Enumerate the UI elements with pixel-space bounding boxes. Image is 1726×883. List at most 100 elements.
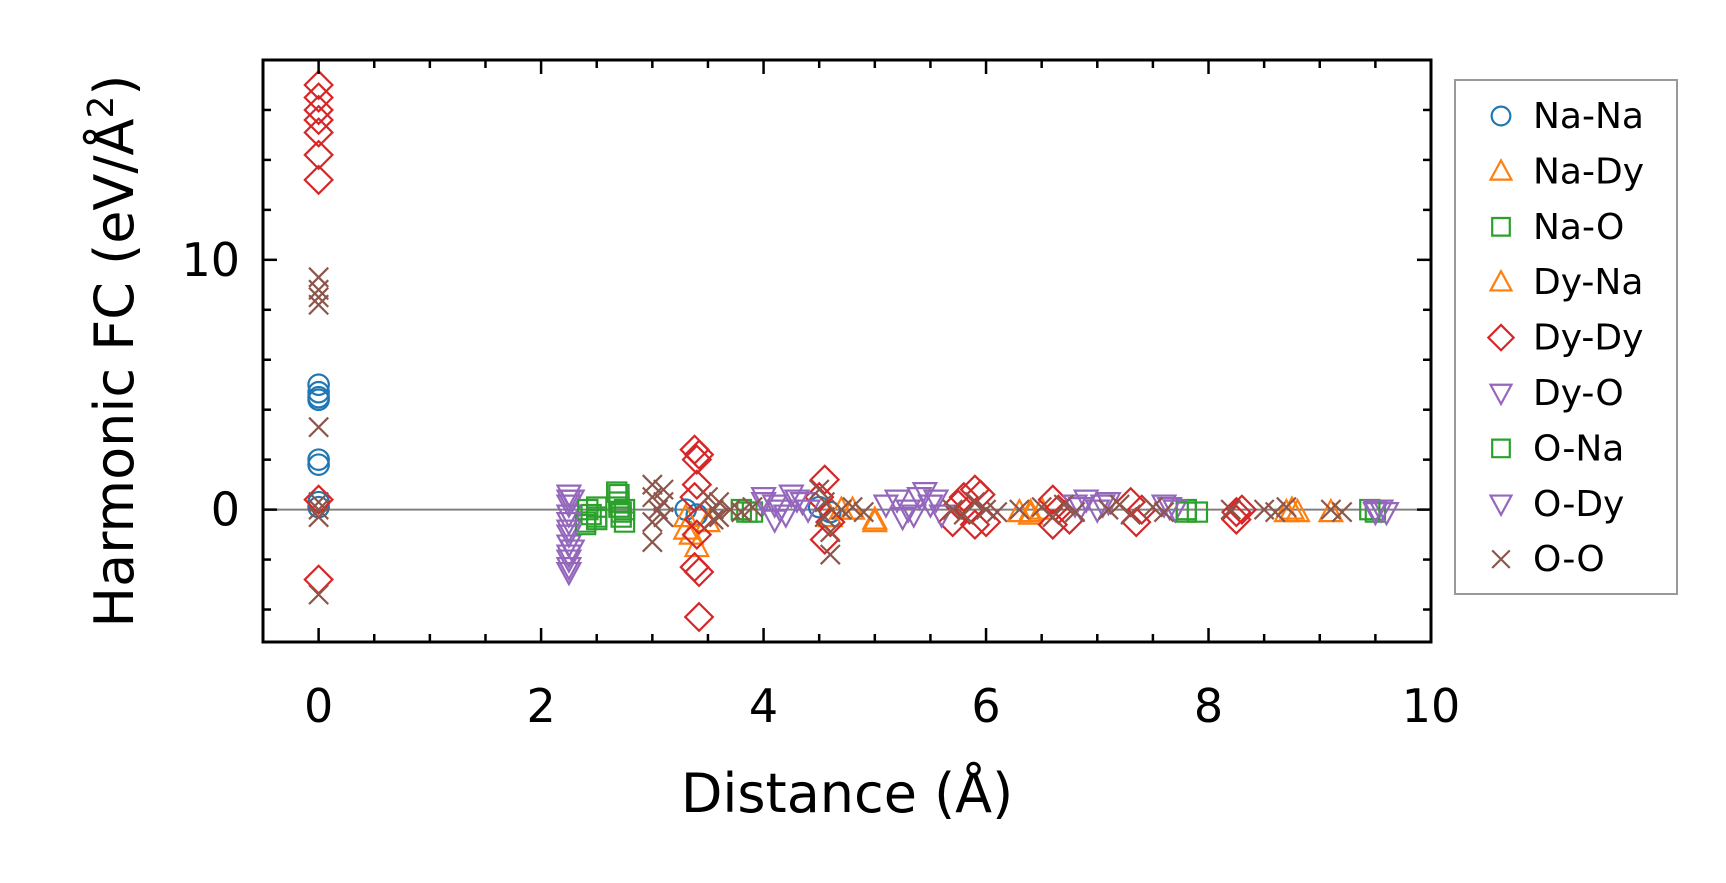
data-point	[303, 82, 334, 113]
data-point	[986, 501, 1008, 523]
data-point	[308, 416, 329, 438]
data-point	[948, 481, 980, 513]
data-point	[1186, 501, 1209, 523]
data-point	[842, 496, 863, 518]
data-point	[742, 496, 763, 518]
data-point	[303, 117, 334, 148]
legend-entry: O-Na	[1491, 428, 1624, 469]
legend-entry: Na-Na	[1490, 96, 1644, 137]
y-tick-label: 0	[211, 483, 240, 537]
data-point	[1220, 504, 1252, 535]
data-point	[308, 286, 329, 308]
y-axis-label: Harmonic FC (eV/Å2)	[81, 75, 146, 628]
data-point	[1156, 497, 1183, 522]
data-point	[750, 487, 777, 512]
data-point	[555, 549, 583, 574]
legend-entry: Dy-O	[1488, 373, 1624, 414]
data-point	[708, 491, 730, 513]
data-point	[307, 385, 330, 409]
data-point	[922, 489, 950, 514]
data-point	[789, 492, 816, 517]
data-point	[574, 513, 597, 536]
x-tick-label: 6	[971, 679, 1000, 733]
data-point	[808, 479, 830, 501]
data-point	[767, 499, 794, 524]
data-point	[606, 481, 628, 503]
legend-label: O-Dy	[1533, 484, 1624, 525]
series-o-dy	[555, 489, 1389, 582]
data-point	[861, 507, 889, 533]
data-point	[1009, 499, 1030, 520]
data-point	[814, 506, 846, 538]
data-point	[1153, 501, 1175, 523]
series-dy-o	[555, 482, 1400, 587]
data-point	[555, 489, 583, 514]
legend-entry: Na-O	[1491, 207, 1624, 248]
data-point	[683, 556, 715, 588]
data-point	[681, 444, 713, 476]
data-point	[1273, 497, 1300, 523]
legend-label: Dy-Na	[1533, 262, 1643, 303]
legend-marker	[1488, 383, 1514, 407]
data-point	[900, 504, 927, 529]
legend-marker	[1488, 268, 1514, 292]
legend-label: Na-Dy	[1533, 151, 1644, 192]
legend-label: O-Na	[1533, 428, 1624, 469]
data-point	[819, 544, 841, 565]
y-tick-label: 10	[181, 233, 240, 287]
data-point	[778, 484, 805, 509]
series-o-o	[308, 266, 1353, 605]
data-point	[1098, 499, 1119, 520]
data-point	[308, 506, 329, 528]
y-axis-label-close: )	[83, 75, 146, 96]
data-point	[555, 544, 583, 569]
data-point	[1017, 497, 1044, 523]
data-point	[580, 503, 602, 526]
data-point	[303, 164, 334, 196]
data-point	[681, 519, 713, 550]
data-point	[308, 294, 329, 316]
legend-marker	[1491, 549, 1511, 569]
data-point	[555, 512, 583, 537]
data-point	[1362, 499, 1389, 524]
legend-marker	[1491, 438, 1511, 459]
data-point	[683, 439, 715, 471]
data-point	[1331, 501, 1353, 523]
data-point	[853, 501, 875, 523]
x-tick-label: 8	[1194, 679, 1223, 733]
data-point	[794, 499, 822, 524]
data-point	[730, 501, 752, 523]
data-point	[555, 556, 583, 582]
series-dy-dy	[303, 69, 1258, 633]
data-point	[303, 564, 334, 595]
data-point	[1064, 501, 1086, 523]
data-point	[610, 506, 632, 528]
data-point	[1084, 499, 1111, 524]
data-point	[814, 506, 836, 528]
data-point	[906, 487, 933, 512]
legend-label: Dy-Dy	[1533, 318, 1643, 359]
legend-marker	[1491, 216, 1511, 237]
data-point	[307, 380, 330, 404]
data-point	[303, 104, 334, 136]
data-point	[308, 491, 329, 513]
data-point	[303, 94, 334, 126]
data-point	[1226, 494, 1258, 525]
data-point	[555, 519, 583, 544]
data-point	[681, 469, 713, 500]
data-point	[1264, 501, 1286, 523]
legend-label: Na-O	[1533, 207, 1624, 248]
legend-entry: Na-Dy	[1488, 151, 1644, 192]
data-point	[1175, 501, 1197, 523]
data-point	[708, 506, 730, 528]
legend-entry: O-O	[1491, 539, 1605, 580]
legend-marker	[1488, 494, 1514, 518]
data-point	[641, 531, 663, 553]
data-point	[308, 584, 329, 605]
data-point	[1317, 497, 1345, 523]
data-point	[307, 453, 330, 476]
data-point	[1142, 496, 1164, 518]
x-tick-label: 0	[304, 679, 333, 733]
data-point	[1067, 497, 1094, 522]
data-point	[697, 486, 719, 508]
